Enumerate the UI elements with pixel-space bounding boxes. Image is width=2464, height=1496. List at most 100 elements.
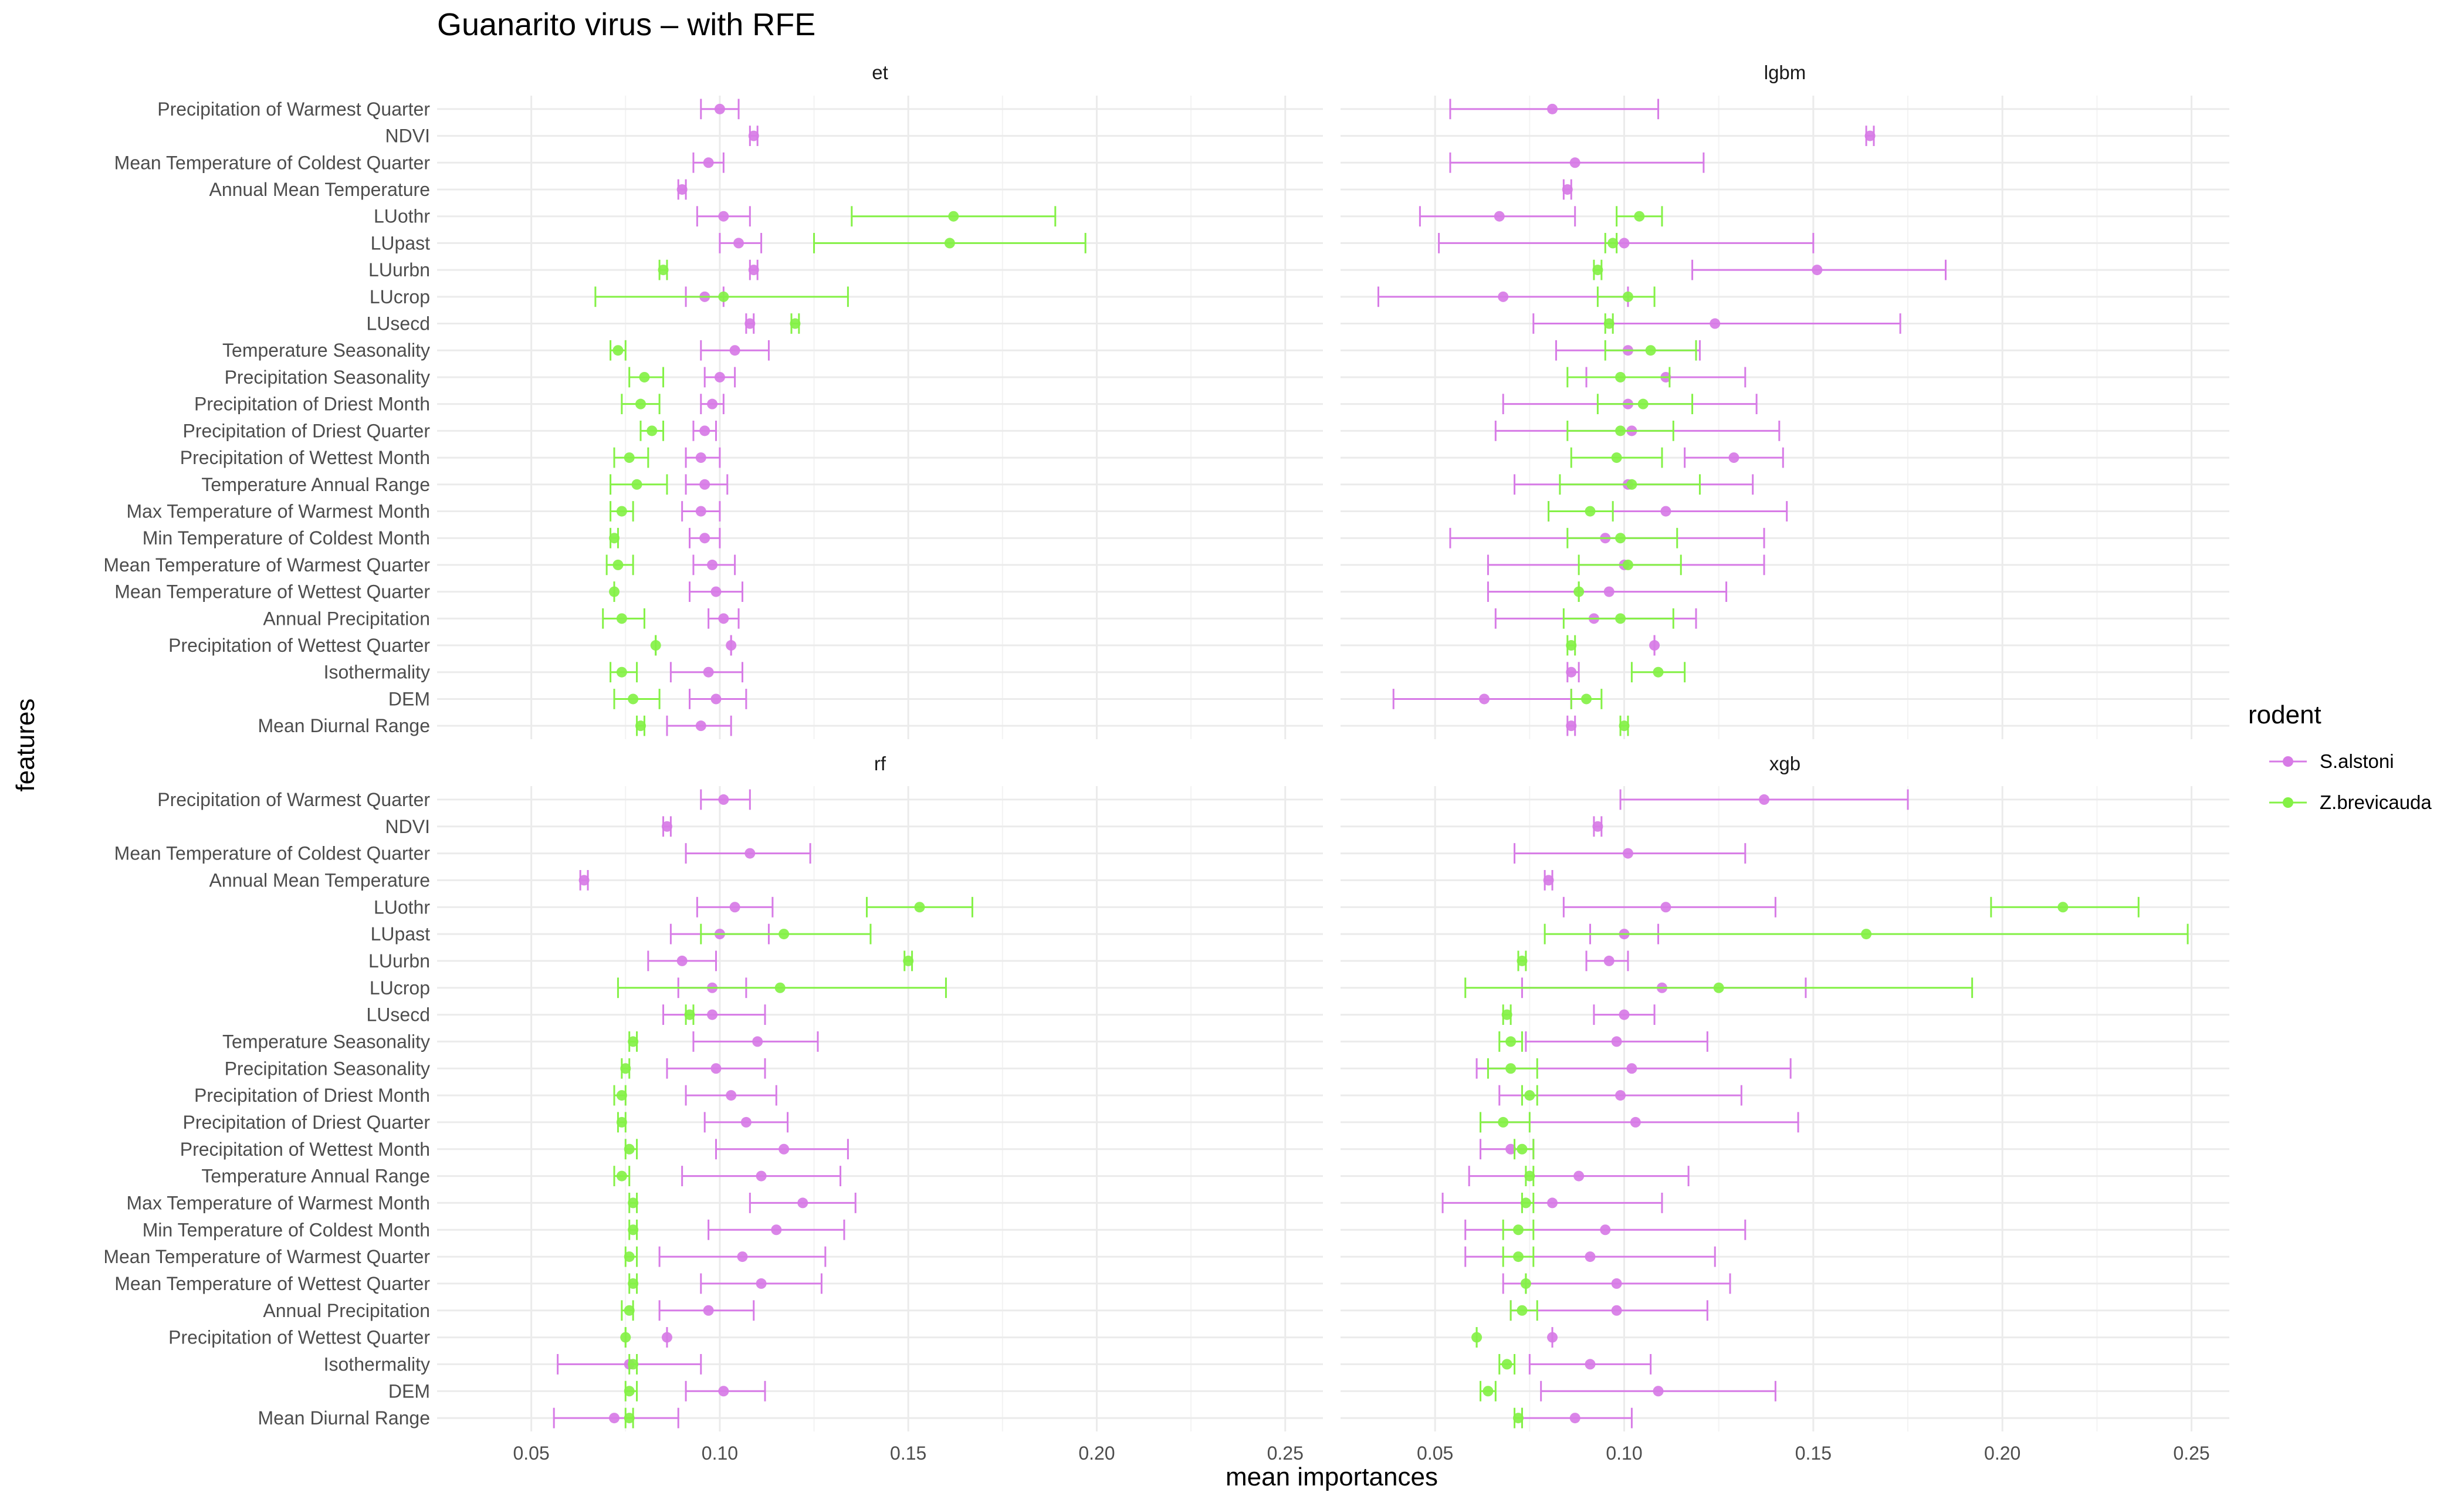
x-tick-label: 0.25 — [2173, 1443, 2209, 1464]
data-point — [703, 157, 714, 168]
data-point — [1517, 955, 1528, 966]
data-point — [1653, 1386, 1664, 1397]
data-point — [699, 533, 710, 544]
data-point — [1471, 1332, 1483, 1343]
data-point — [718, 613, 729, 624]
data-point — [1861, 929, 1872, 940]
facet-label: lgbm — [1764, 62, 1806, 83]
y-tick-label: Precipitation of Driest Month — [194, 1085, 430, 1106]
data-point — [628, 693, 639, 705]
data-point — [1494, 211, 1505, 222]
data-point — [718, 794, 729, 805]
x-tick-label: 0.10 — [702, 1443, 738, 1464]
y-tick-label: NDVI — [385, 126, 430, 147]
data-point — [1615, 533, 1626, 544]
y-tick-label: Annual Mean Temperature — [209, 869, 430, 891]
data-point — [1626, 1063, 1637, 1074]
data-point — [616, 1170, 627, 1182]
data-point — [748, 130, 759, 141]
data-point — [1524, 1090, 1535, 1101]
data-point — [631, 479, 642, 490]
data-point — [1585, 1251, 1596, 1263]
y-tick-label: Precipitation of Wettest Month — [180, 1139, 430, 1160]
data-point — [1581, 693, 1592, 705]
data-point — [1566, 720, 1577, 732]
data-point — [1547, 103, 1558, 114]
data-point — [616, 666, 627, 678]
x-tick-label: 0.10 — [1606, 1443, 1642, 1464]
data-point — [1513, 1413, 1524, 1424]
y-tick-label: Precipitation of Warmest Quarter — [157, 99, 430, 120]
data-point — [707, 559, 718, 570]
y-tick-label: Annual Precipitation — [263, 608, 430, 629]
data-point — [624, 1143, 635, 1155]
data-point — [1653, 666, 1664, 678]
data-point — [914, 902, 925, 913]
y-tick-label: Precipitation Seasonality — [225, 1058, 430, 1079]
data-point — [1619, 1009, 1630, 1020]
data-point — [1505, 1063, 1517, 1074]
data-point — [1660, 506, 1671, 517]
data-point — [1812, 265, 1823, 276]
data-point — [1600, 1224, 1611, 1236]
data-point — [1501, 1009, 1512, 1020]
data-point — [1603, 586, 1615, 597]
y-tick-label: LUsecd — [367, 313, 431, 334]
data-point — [1622, 559, 1633, 570]
data-point — [797, 1197, 808, 1209]
data-point — [1569, 1413, 1580, 1424]
data-point — [1645, 345, 1656, 356]
data-point — [1478, 693, 1490, 705]
series-s-alstoni — [553, 789, 857, 1429]
y-tick-label: Annual Precipitation — [263, 1300, 430, 1321]
data-point — [1710, 318, 1721, 329]
data-point — [1728, 452, 1739, 463]
data-point — [1615, 371, 1626, 383]
legend-label: Z.brevicauda — [2320, 791, 2432, 813]
facet-label: rf — [874, 753, 886, 774]
data-point — [748, 265, 759, 276]
data-point — [699, 425, 710, 436]
data-point — [710, 693, 722, 705]
data-point — [628, 1036, 639, 1047]
data-point — [1513, 1251, 1524, 1263]
data-point — [790, 318, 801, 329]
data-point — [624, 1251, 635, 1263]
data-point — [714, 103, 725, 114]
data-point — [676, 955, 688, 966]
data-point — [903, 955, 914, 966]
data-point — [628, 1197, 639, 1209]
data-point — [1520, 1197, 1531, 1209]
data-point — [1630, 1116, 1641, 1128]
x-tick-label: 0.25 — [1267, 1443, 1304, 1464]
y-tick-label: Precipitation of Driest Month — [194, 394, 430, 415]
y-tick-label: LUothr — [374, 206, 430, 227]
x-tick-label: 0.20 — [1078, 1443, 1115, 1464]
y-tick-label: LUothr — [374, 896, 430, 918]
data-point — [948, 211, 959, 222]
data-point — [1603, 955, 1615, 966]
data-point — [628, 1278, 639, 1289]
y-tick-label: Precipitation of Wettest Quarter — [168, 635, 430, 656]
data-point — [1585, 1359, 1596, 1370]
y-tick-label: Precipitation of Wettest Month — [180, 447, 430, 468]
y-tick-label: Mean Temperature of Warmest Quarter — [103, 554, 430, 576]
series-s-alstoni — [1441, 789, 1909, 1429]
y-tick-label: LUcrop — [370, 286, 430, 307]
x-tick-label: 0.15 — [890, 1443, 926, 1464]
y-tick-label: DEM — [388, 688, 430, 709]
data-point — [710, 586, 722, 597]
data-point — [1543, 875, 1554, 886]
y-tick-label: Mean Temperature of Warmest Quarter — [103, 1246, 430, 1267]
data-point — [1524, 1170, 1535, 1182]
data-point — [2057, 902, 2069, 913]
data-point — [620, 1063, 631, 1074]
data-point — [612, 345, 624, 356]
data-point — [616, 613, 627, 624]
data-point — [1498, 291, 1509, 302]
data-point — [1517, 1143, 1528, 1155]
data-point — [1505, 1036, 1517, 1047]
x-tick-label: 0.20 — [1984, 1443, 2020, 1464]
data-point — [1569, 157, 1580, 168]
y-tick-label: Temperature Seasonality — [222, 1031, 430, 1052]
